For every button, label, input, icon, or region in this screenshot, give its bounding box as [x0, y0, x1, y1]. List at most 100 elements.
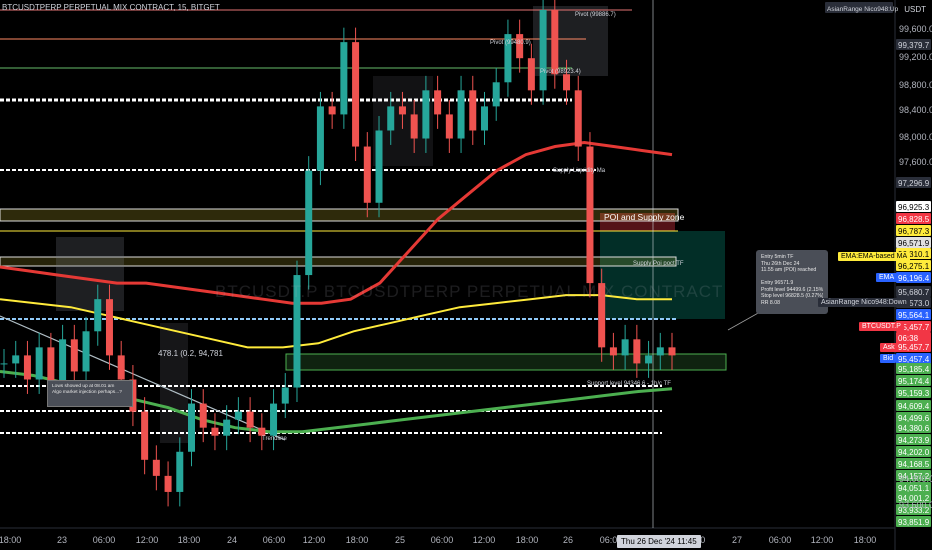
candle-body [656, 347, 664, 356]
time-tick-label: 06:00 [263, 535, 286, 545]
candle-body [574, 90, 582, 147]
candle-body [621, 339, 629, 356]
candle [398, 91, 406, 129]
candle-body [59, 339, 67, 388]
candle [492, 67, 500, 121]
price-tag-bg [896, 492, 931, 503]
price-tag-label: 94,380.6 [898, 424, 930, 433]
entry-line: Entry 96571.9 [761, 280, 794, 286]
asian-range-down-tag[interactable]: AsianRange Nico948:Down [818, 298, 910, 307]
candle-body [70, 339, 78, 372]
price-tag: 95,457.4 [896, 353, 931, 364]
price-tag: 95,680.7 [896, 286, 931, 297]
candle [387, 91, 395, 145]
price-tag-label: 94,168.5 [898, 460, 930, 469]
price-tag-bg [896, 201, 931, 212]
price-tag-bg [896, 516, 931, 527]
candle-body [211, 427, 219, 436]
price-tick-label: 98,000.0 [899, 132, 932, 142]
candle [375, 116, 383, 218]
candle-body [316, 106, 324, 171]
symbol-tag[interactable]: BTCUSDT.P [859, 322, 904, 331]
candle [563, 59, 571, 105]
candle-body [328, 106, 336, 115]
price-tag: 93,851.9 [896, 516, 931, 527]
price-tag-bg [896, 363, 931, 374]
candle-body [105, 299, 113, 356]
profit-zone [600, 231, 725, 319]
price-tag-label: 96,571.9 [898, 239, 930, 248]
price-tag-bg [896, 375, 931, 386]
price-tag-label: 96,787.3 [898, 227, 930, 236]
candle-body [141, 411, 149, 460]
candle [105, 284, 113, 370]
price-tick-label: 93,600.0 [899, 500, 932, 510]
time-tick-label: 18:00 [346, 535, 369, 545]
chart-watermark: BTCUSDT.P BTCUSDTPERP PERPETUAL MIX CONT… [215, 282, 724, 301]
price-tag-label: 96,925.3 [898, 203, 930, 212]
candle [176, 437, 184, 507]
price-tick-label: 99,600.0 [899, 24, 932, 34]
candle [363, 132, 371, 218]
candle [422, 75, 430, 153]
price-tag-label: 93,851.9 [898, 518, 930, 527]
price-tag-bg [896, 470, 931, 481]
candles-layer [0, 0, 676, 507]
price-tag: 97,296.9 [896, 177, 931, 188]
ask-tag[interactable]: Ask [880, 343, 898, 352]
candle-body [0, 363, 8, 365]
candle [35, 332, 43, 394]
price-tag: 95,159.3 [896, 387, 931, 398]
price-tag: 94,609.4 [896, 400, 931, 411]
price-tag-bg [896, 332, 931, 343]
price-tag-label: 95,457.4 [898, 355, 930, 364]
candle-body [422, 90, 430, 139]
time-cursor-label: Thu 26 Dec '24 11:45 [617, 535, 701, 548]
price-ticks: 99,600.0 99,200.0 98,800.0 98,400.0 98,000.0… [899, 24, 932, 510]
range-box [56, 237, 124, 311]
candle [188, 389, 196, 467]
price-tag-label: 96,196.4 [898, 274, 930, 283]
time-tick-label: 12:00 [136, 535, 159, 545]
candle-body [340, 42, 348, 115]
ema-legend-tag[interactable]: EMA:EMA-based MA [838, 252, 911, 261]
time-tick-label: 06:00 [431, 535, 454, 545]
candle-body [305, 170, 313, 276]
price-tag: 94,157.2 [896, 470, 931, 481]
price-tag-bg [825, 2, 893, 13]
candle [668, 332, 676, 370]
candle-body [387, 106, 395, 131]
price-tag: 95,174.4 [896, 375, 931, 386]
candle-body [516, 34, 524, 59]
price-tag-label: 95,159.3 [898, 389, 930, 398]
time-tick-label: 18:00 [178, 535, 201, 545]
price-tag: 96,828.5 [896, 213, 931, 224]
price-tag-bg [896, 422, 931, 433]
currency-label[interactable]: USDT [904, 5, 926, 14]
candle-body [270, 403, 278, 436]
price-tag-label: 95,680.7 [898, 288, 930, 297]
ema-short-tag[interactable]: EMA [876, 273, 898, 282]
price-tag-bg [896, 341, 931, 352]
price-tag-bg [896, 458, 931, 469]
price-tag: 96,196.4 [896, 272, 931, 283]
price-tag-bg [896, 482, 931, 493]
price-tag-label: 96,310.1 [898, 250, 930, 259]
price-tag-label: 94,157.2 [898, 472, 930, 481]
price-tag: 95,564.1 [896, 309, 931, 320]
entry-callout: Entry 5min TF Thu 26th Dec 24 11.55 am (… [756, 250, 828, 314]
annotation-pivot-left: Pivot (99480.9) [490, 40, 531, 46]
bid-tag[interactable]: Bid [880, 354, 897, 363]
entry-line: 11.55 am (POI) reached [761, 267, 817, 273]
time-tick-label: 18:00 [516, 535, 539, 545]
time-tick-label: 27 [732, 535, 742, 545]
candle-body [633, 339, 641, 364]
candle-body [188, 403, 196, 452]
candle-body [246, 411, 254, 428]
price-tag-label: 93,933.2 [898, 506, 930, 515]
note-line: Algo market injection perhaps...? [52, 390, 122, 395]
low-box [160, 323, 188, 443]
candle [246, 397, 254, 443]
candle [152, 445, 160, 491]
price-tag-label: 95,573.0 [898, 299, 930, 308]
